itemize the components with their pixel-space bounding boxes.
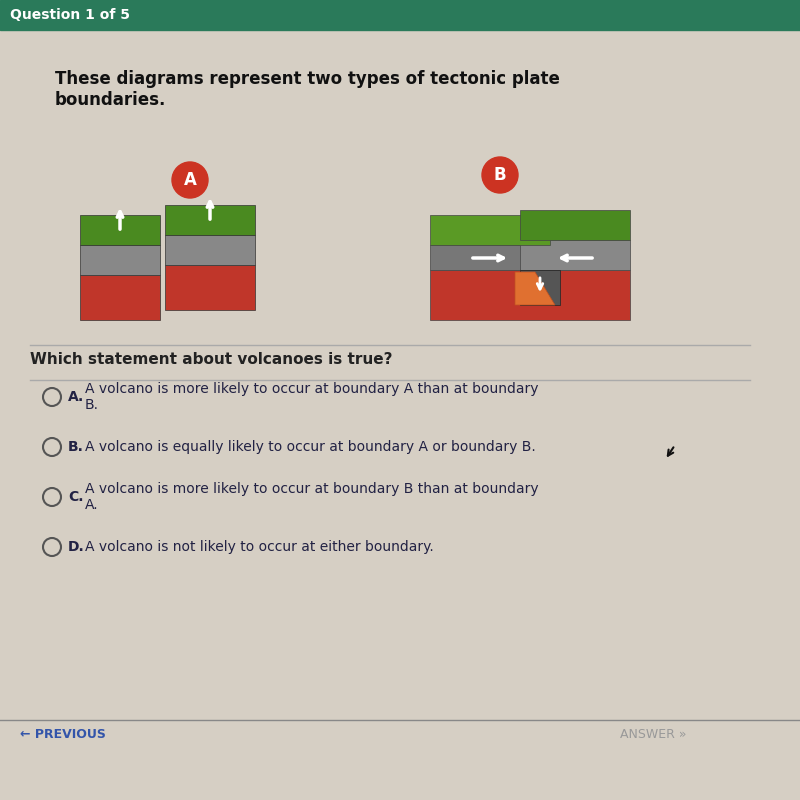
Polygon shape [80, 215, 160, 245]
Text: A.: A. [68, 390, 84, 404]
Text: A volcano is equally likely to occur at boundary A or boundary B.: A volcano is equally likely to occur at … [85, 440, 536, 454]
Text: Which statement about volcanoes is true?: Which statement about volcanoes is true? [30, 352, 393, 367]
Text: A volcano is not likely to occur at either boundary.: A volcano is not likely to occur at eith… [85, 540, 434, 554]
Polygon shape [515, 272, 555, 305]
Bar [0, 0, 800, 30]
Polygon shape [430, 215, 550, 245]
Text: Question 1 of 5: Question 1 of 5 [10, 8, 130, 22]
Polygon shape [430, 270, 630, 320]
Text: A: A [183, 171, 197, 189]
Polygon shape [165, 265, 255, 310]
Polygon shape [80, 275, 160, 320]
Polygon shape [520, 210, 630, 240]
Circle shape [172, 162, 208, 198]
Text: C.: C. [68, 490, 83, 504]
Text: B.: B. [68, 440, 84, 454]
Polygon shape [80, 245, 160, 275]
Text: A volcano is more likely to occur at boundary A than at boundary
B.: A volcano is more likely to occur at bou… [85, 382, 538, 412]
Polygon shape [165, 235, 255, 265]
Circle shape [482, 157, 518, 193]
Polygon shape [165, 205, 255, 235]
Polygon shape [520, 240, 630, 270]
Text: B: B [494, 166, 506, 184]
Text: ← PREVIOUS: ← PREVIOUS [20, 729, 106, 742]
Polygon shape [430, 245, 550, 270]
Polygon shape [520, 270, 560, 305]
Text: These diagrams represent two types of tectonic plate
boundaries.: These diagrams represent two types of te… [55, 70, 560, 109]
Text: A volcano is more likely to occur at boundary B than at boundary
A.: A volcano is more likely to occur at bou… [85, 482, 538, 512]
Text: D.: D. [68, 540, 85, 554]
Text: ANSWER »: ANSWER » [620, 729, 686, 742]
